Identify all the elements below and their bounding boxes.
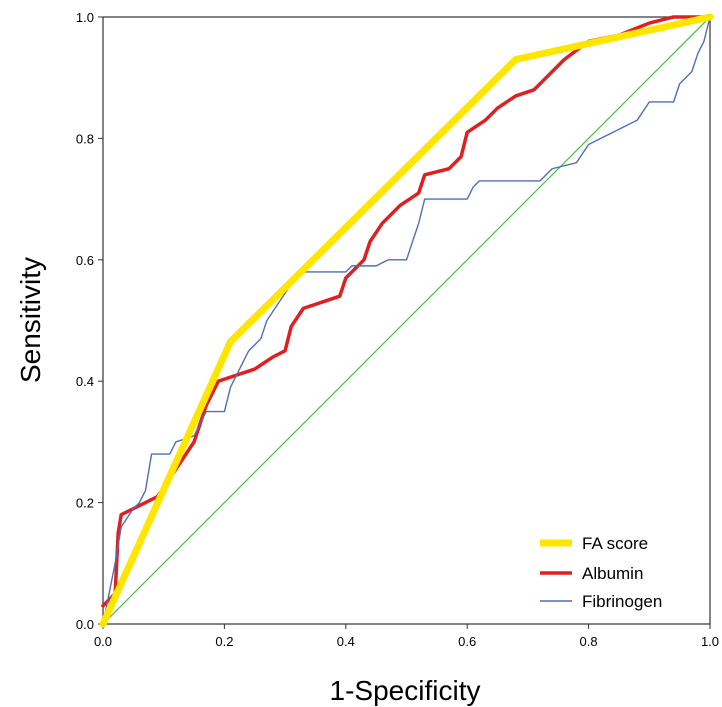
series-layer xyxy=(99,13,714,628)
y-tick-label: 0.4 xyxy=(76,374,94,389)
x-tick-label: 0.0 xyxy=(94,634,112,649)
y-tick-label: 0.0 xyxy=(76,617,94,632)
fa-score-line xyxy=(99,13,714,628)
legend-label-albumin: Albumin xyxy=(582,564,643,583)
y-tick-label: 0.8 xyxy=(76,131,94,146)
y-axis-ticks: 0.0 0.2 0.4 0.6 0.8 1.0 xyxy=(76,10,103,632)
x-tick-label: 0.2 xyxy=(215,634,233,649)
reference-line-layer xyxy=(102,16,711,625)
y-tick-label: 0.6 xyxy=(76,253,94,268)
x-tick-label: 1.0 xyxy=(701,634,719,649)
reference-diagonal-line xyxy=(102,16,711,625)
y-tick-label: 0.2 xyxy=(76,496,94,511)
legend-label-fa-score: FA score xyxy=(582,534,648,553)
fibrinogen-line xyxy=(102,16,711,625)
legend: FA score Albumin Fibrinogen xyxy=(540,534,662,611)
albumin-line xyxy=(101,15,712,608)
x-tick-label: 0.6 xyxy=(458,634,476,649)
x-tick-label: 0.4 xyxy=(337,634,355,649)
legend-label-fibrinogen: Fibrinogen xyxy=(582,592,662,611)
y-axis-title: Sensitivity xyxy=(15,257,46,383)
x-tick-label: 0.8 xyxy=(580,634,598,649)
plot-frame xyxy=(102,16,711,625)
x-axis-title: 1-Specificity xyxy=(330,675,481,706)
x-axis-ticks: 0.0 0.2 0.4 0.6 0.8 1.0 xyxy=(94,624,719,649)
y-tick-label: 1.0 xyxy=(76,10,94,25)
